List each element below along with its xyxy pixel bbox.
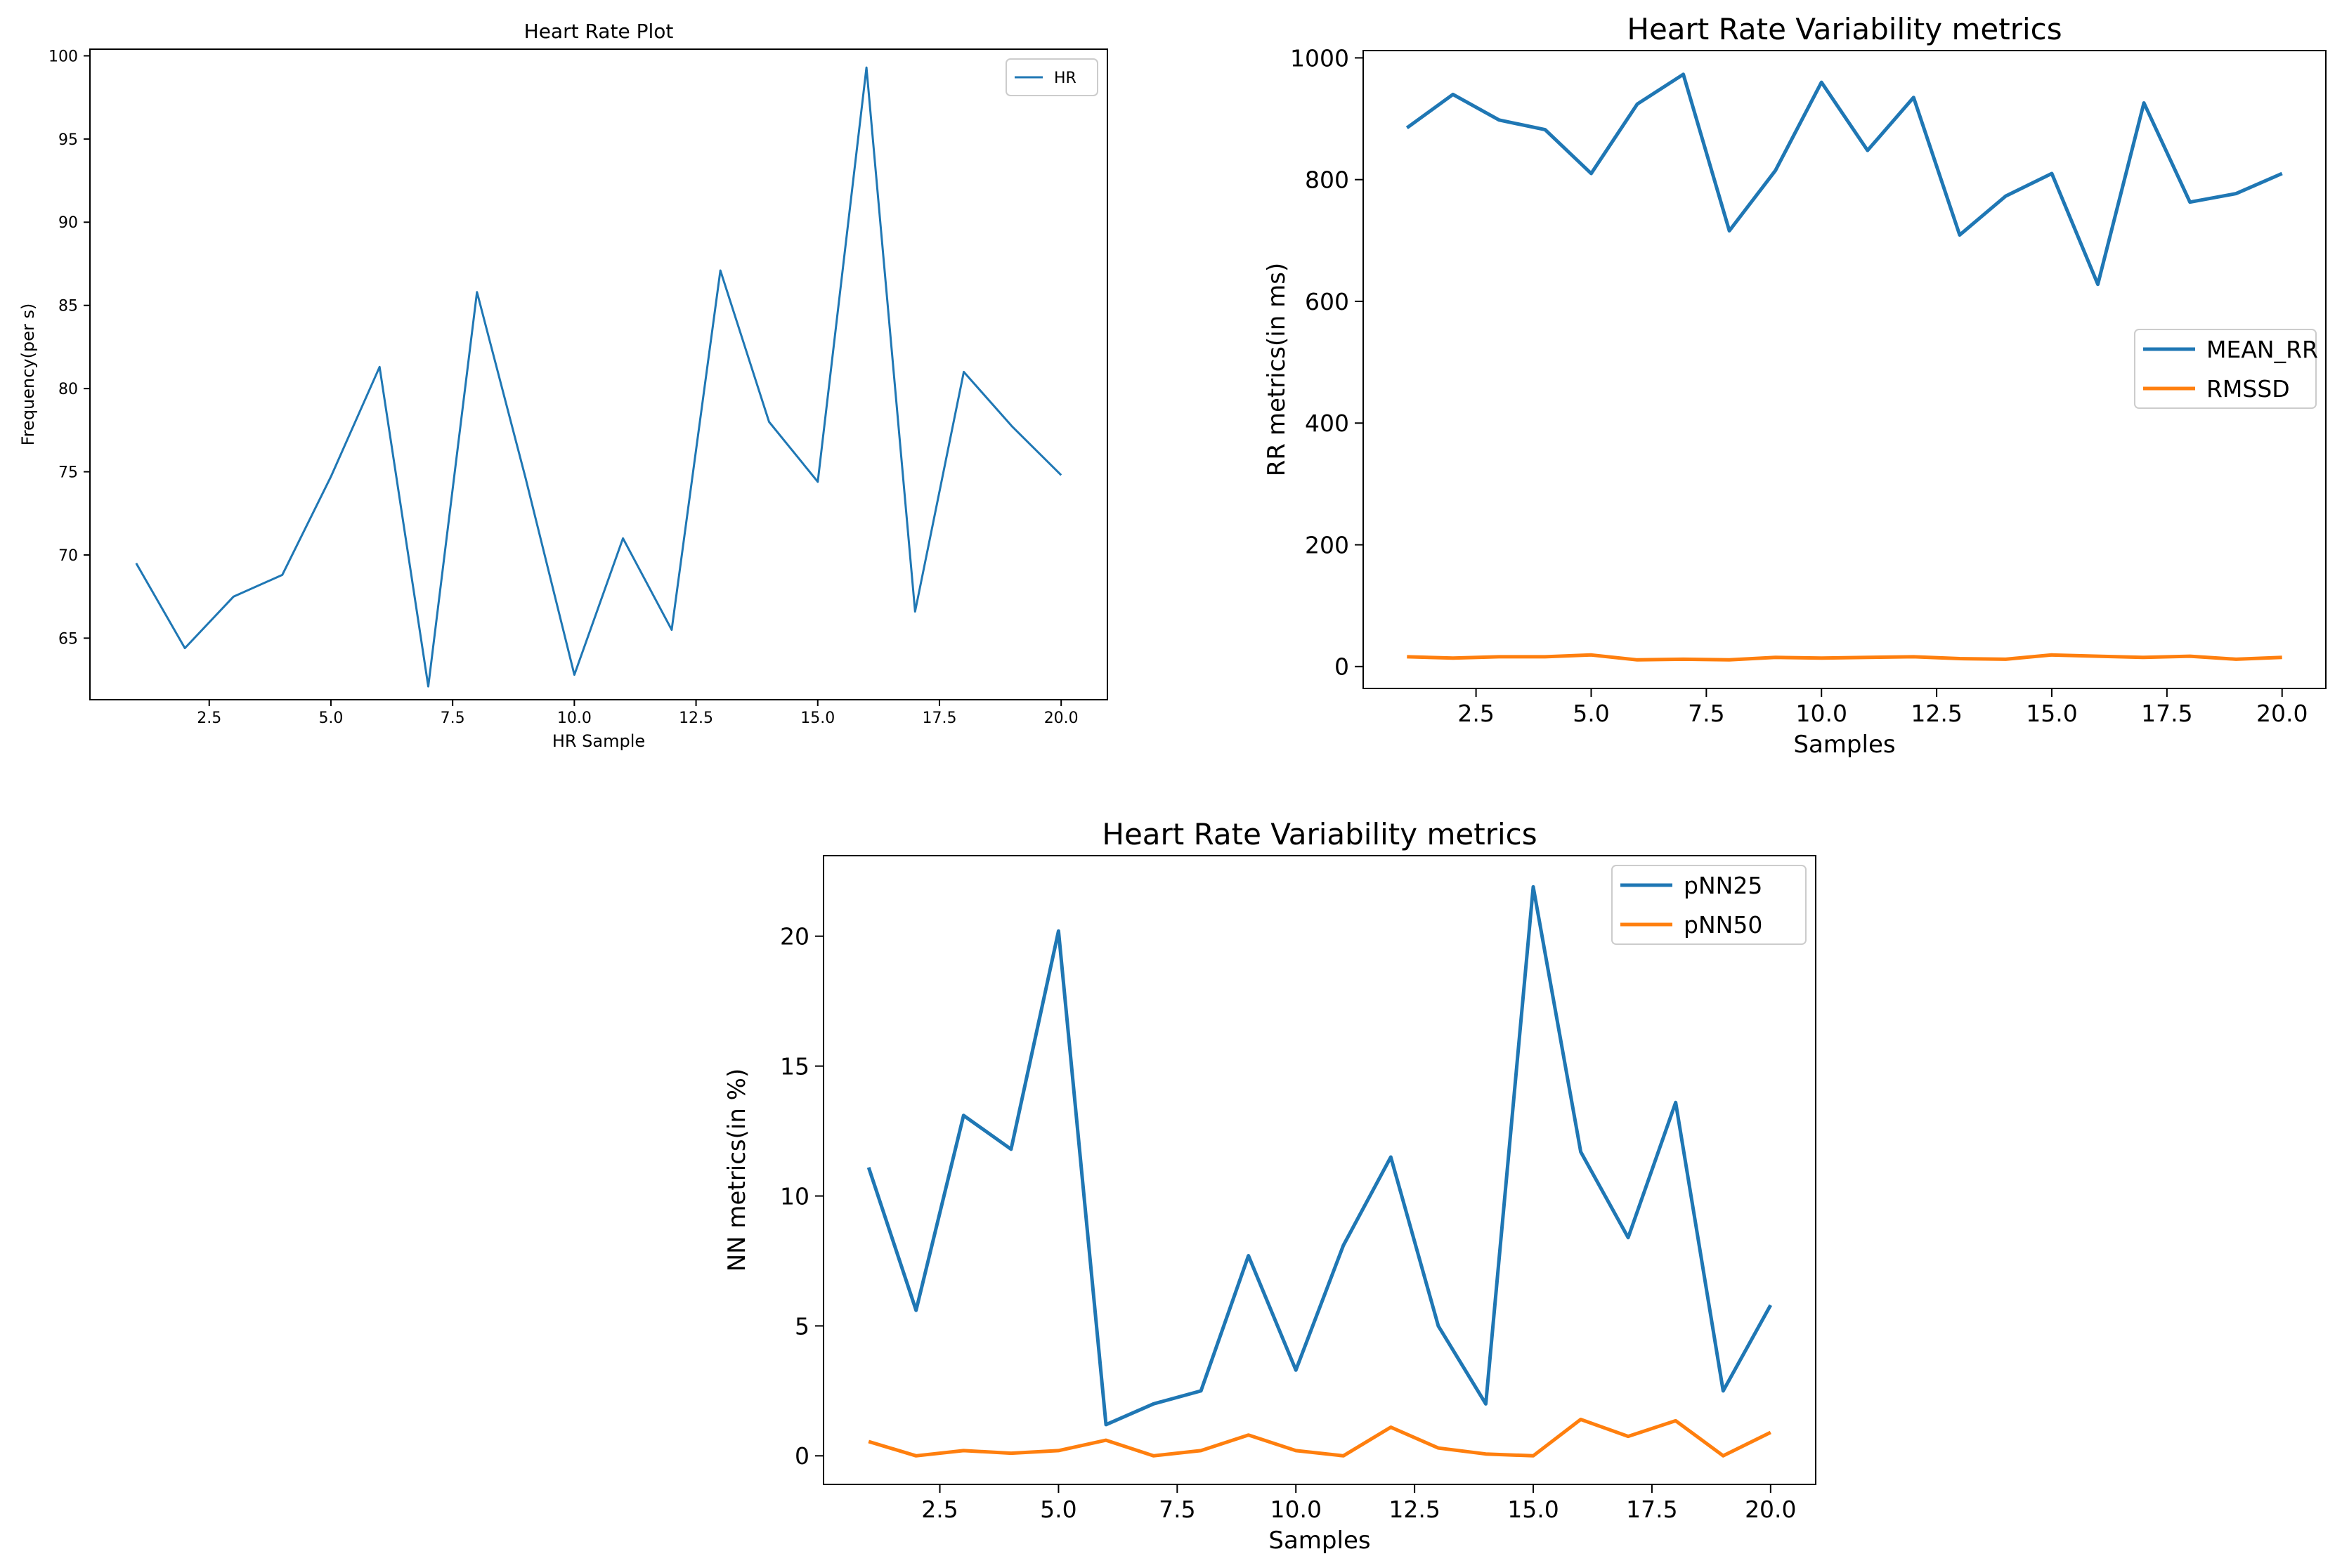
y-tick-label: 0 bbox=[1334, 653, 1349, 681]
x-tick-label: 12.5 bbox=[1911, 700, 1962, 727]
x-tick-label: 17.5 bbox=[2141, 700, 2192, 727]
x-tick-label: 2.5 bbox=[197, 710, 221, 727]
x-tick-label: 17.5 bbox=[922, 710, 956, 727]
y-tick-label: 100 bbox=[48, 48, 78, 65]
legend: HR bbox=[1006, 58, 1098, 96]
y-tick-label: 95 bbox=[58, 131, 78, 149]
plot-frame bbox=[823, 855, 1816, 1485]
series-line-pnn25 bbox=[866, 884, 1772, 1427]
y-tick-label: 10 bbox=[780, 1182, 809, 1210]
x-tick-label: 5.0 bbox=[1573, 700, 1609, 727]
x-tick-label: 2.5 bbox=[1457, 700, 1494, 727]
y-tick-label: 5 bbox=[795, 1312, 809, 1340]
y-tick-label: 65 bbox=[58, 630, 78, 648]
y-axis-label: RR metrics(in ms) bbox=[1263, 263, 1291, 476]
y-tick-label: 15 bbox=[780, 1052, 809, 1080]
x-tick-label: 5.0 bbox=[318, 710, 343, 727]
x-tick-label: 15.0 bbox=[1507, 1496, 1559, 1523]
x-tick-label: 12.5 bbox=[679, 710, 713, 727]
x-axis-label: HR Sample bbox=[552, 731, 645, 751]
x-tick-label: 20.0 bbox=[1745, 1496, 1796, 1523]
x-tick-label: 12.5 bbox=[1388, 1496, 1440, 1523]
chart-title: Heart Rate Variability metrics bbox=[1102, 817, 1537, 851]
x-tick-label: 20.0 bbox=[1044, 710, 1079, 727]
chart-1: Heart Rate Plot 2.5 5.0 7.5 10.0 12.5 15.0 17.5… bbox=[18, 20, 1108, 751]
y-axis-label: NN metrics(in %) bbox=[723, 1069, 751, 1272]
plot-frame bbox=[89, 48, 1108, 700]
y-tick-label: 85 bbox=[58, 298, 78, 315]
y-tick-label: 90 bbox=[58, 214, 78, 232]
legend-label: MEAN_RR bbox=[2206, 336, 2318, 363]
y-tick-label: 70 bbox=[58, 547, 78, 565]
series-line-mean_rr bbox=[1405, 72, 2283, 287]
plot-frame bbox=[1362, 50, 2327, 689]
chart-title: Heart Rate Variability metrics bbox=[1627, 12, 2062, 46]
series-line-hr bbox=[135, 66, 1062, 688]
legend-label: HR bbox=[1054, 70, 1076, 87]
legend-label: pNN50 bbox=[1684, 911, 1762, 939]
y-tick-label: 20 bbox=[780, 923, 809, 950]
legend-label: pNN25 bbox=[1684, 872, 1762, 899]
x-tick-label: 5.0 bbox=[1040, 1496, 1076, 1523]
x-axis-label: Samples bbox=[1793, 731, 1895, 759]
x-tick-label: 20.0 bbox=[2256, 700, 2308, 727]
x-tick-label: 17.5 bbox=[1626, 1496, 1677, 1523]
y-tick-label: 75 bbox=[58, 464, 78, 481]
y-tick-label: 0 bbox=[795, 1442, 809, 1470]
y-tick-label: 1000 bbox=[1290, 44, 1349, 72]
y-tick-label: 80 bbox=[58, 381, 78, 398]
x-tick-label: 7.5 bbox=[1159, 1496, 1195, 1523]
y-tick-label: 800 bbox=[1305, 166, 1349, 194]
y-axis-label: Frequency(per s) bbox=[18, 303, 38, 446]
chart-title: Heart Rate Plot bbox=[524, 20, 674, 43]
series-line-rmssd bbox=[1407, 653, 2282, 662]
legend: pNN25 pNN50 bbox=[1611, 865, 1807, 945]
y-tick-label: 400 bbox=[1305, 410, 1349, 437]
x-tick-label: 15.0 bbox=[2026, 700, 2077, 727]
y-tick-label: 200 bbox=[1305, 531, 1349, 558]
x-tick-label: 15.0 bbox=[800, 710, 835, 727]
y-tick-label: 600 bbox=[1305, 288, 1349, 315]
legend-box bbox=[1006, 58, 1098, 96]
legend: MEAN_RR RMSSD bbox=[2134, 329, 2318, 409]
series-line-pnn50 bbox=[868, 1418, 1771, 1458]
x-tick-label: 10.0 bbox=[1795, 700, 1847, 727]
x-tick-label: 7.5 bbox=[441, 710, 465, 727]
chart-3: Heart Rate Variability metrics 2.5 5.0 7.5 1… bbox=[723, 817, 1816, 1555]
x-tick-label: 10.0 bbox=[1270, 1496, 1321, 1523]
x-tick-label: 7.5 bbox=[1688, 700, 1724, 727]
legend-label: RMSSD bbox=[2206, 375, 2290, 403]
chart-2: Heart Rate Variability metrics 2.5 5.0 7.5 1… bbox=[1263, 12, 2327, 759]
x-axis-label: Samples bbox=[1268, 1527, 1370, 1555]
x-tick-label: 10.0 bbox=[557, 710, 592, 727]
x-tick-label: 2.5 bbox=[921, 1496, 958, 1523]
